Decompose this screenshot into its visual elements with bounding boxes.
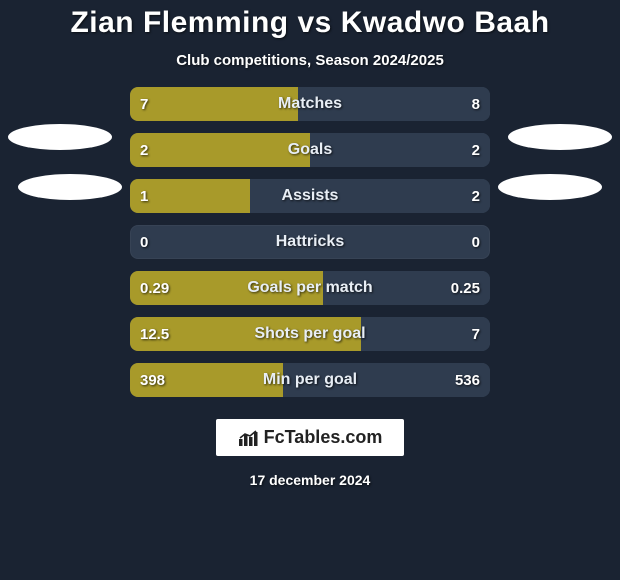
stat-fill-player1 — [130, 87, 298, 121]
stat-value-player2: 0.25 — [451, 280, 480, 297]
stat-value-player1: 7 — [140, 96, 148, 113]
stat-value-player2: 7 — [472, 326, 480, 343]
stat-value-player1: 398 — [140, 372, 165, 389]
stat-value-player1: 0 — [140, 234, 148, 251]
stat-row: 78Matches — [130, 87, 490, 121]
subtitle: Club competitions, Season 2024/2025 — [176, 52, 444, 69]
stat-value-player2: 8 — [472, 96, 480, 113]
stat-bars: 78Matches22Goals12Assists00Hattricks0.29… — [130, 87, 490, 397]
stat-value-player2: 2 — [472, 188, 480, 205]
stat-row: 0.290.25Goals per match — [130, 271, 490, 305]
brand-chart-icon — [238, 429, 258, 447]
brand-badge: FcTables.com — [216, 419, 405, 456]
stat-row: 398536Min per goal — [130, 363, 490, 397]
player2-name: Kwadwo Baah — [341, 6, 550, 39]
stat-label: Hattricks — [130, 233, 490, 251]
stat-row: 12.57Shots per goal — [130, 317, 490, 351]
stat-fill-player2 — [361, 317, 490, 351]
player2-ellipse-2 — [498, 174, 602, 200]
stat-row: 22Goals — [130, 133, 490, 167]
stat-fill-player2 — [310, 133, 490, 167]
stat-row: 0 0Hattricks — [130, 225, 490, 259]
stat-value-player1: 2 — [140, 142, 148, 159]
stat-fill-player1 — [130, 133, 310, 167]
comparison-title: Zian Flemming vs Kwadwo Baah — [70, 6, 549, 40]
stat-row: 12Assists — [130, 179, 490, 213]
brand-text: FcTables.com — [264, 427, 383, 448]
stat-value-player1: 12.5 — [140, 326, 169, 343]
stat-value-player2: 536 — [455, 372, 480, 389]
stat-value-player1: 0.29 — [140, 280, 169, 297]
vs-text: vs — [297, 6, 331, 39]
stat-value-player1: 1 — [140, 188, 148, 205]
stat-value-player2: 2 — [472, 142, 480, 159]
player2-ellipse-1 — [508, 124, 612, 150]
player1-ellipse-1 — [8, 124, 112, 150]
stat-fill-player2 — [250, 179, 490, 213]
stat-fill-player2 — [298, 87, 490, 121]
footer-date: 17 december 2024 — [250, 472, 371, 488]
player1-ellipse-2 — [18, 174, 122, 200]
player1-name: Zian Flemming — [70, 6, 288, 39]
stat-value-player2: 0 — [472, 234, 480, 251]
